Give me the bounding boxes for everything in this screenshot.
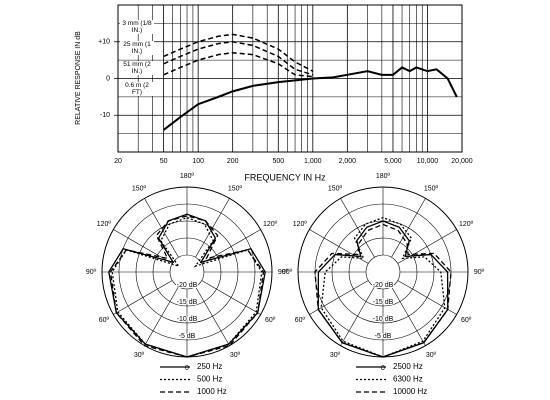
grid-spoke <box>144 198 179 258</box>
angle-label: 180º <box>180 173 195 180</box>
angle-label: 60º <box>461 317 472 324</box>
polar-curve <box>320 216 446 358</box>
x-tick-label: 20 <box>114 158 122 165</box>
x-tick-label: 100 <box>192 158 204 165</box>
grid-spoke <box>113 280 173 315</box>
grid-spoke <box>195 286 230 346</box>
grid-spoke <box>391 198 426 258</box>
x-tick-label: 5,000 <box>384 158 402 165</box>
response-curve <box>163 52 313 78</box>
x-tick-label: 2,000 <box>339 158 357 165</box>
ring-label: -10 dB <box>373 316 394 323</box>
angle-label: 0 <box>381 365 385 372</box>
ring-label: -20 dB <box>177 282 198 289</box>
grid-spoke <box>397 280 457 315</box>
angle-label: 60º <box>99 317 110 324</box>
grid-spoke <box>340 198 375 258</box>
polar-curve <box>314 223 452 358</box>
angle-label: 30º <box>426 352 437 359</box>
grid-spoke <box>340 286 375 346</box>
angle-label: 150º <box>424 186 439 193</box>
legend-label: 6300 Hz <box>393 375 423 384</box>
x-tick-label: 500 <box>272 158 284 165</box>
angle-label: 90º <box>86 269 97 276</box>
angle-label: 0 <box>185 365 189 372</box>
curve-label: 3 mm (1/8 IN.) <box>120 20 154 34</box>
ring-label: -15 dB <box>373 299 394 306</box>
x-axis-title: FREQUENCY IN Hz <box>244 172 326 182</box>
angle-label: 150º <box>132 186 147 193</box>
curve-label: 25 mm (1 IN.) <box>120 41 154 55</box>
polar-curve <box>108 213 266 358</box>
curve-label: 0.6 m (2 FT) <box>120 82 154 96</box>
angle-label: 150º <box>328 186 343 193</box>
x-tick-label: 200 <box>227 158 239 165</box>
ring-label: -5 dB <box>179 333 196 340</box>
angle-label: 60º <box>295 317 306 324</box>
y-tick-label: +10 <box>98 39 110 46</box>
ring-label: -5 dB <box>375 333 392 340</box>
legend-label: 250 Hz <box>197 362 222 371</box>
grid-spoke <box>309 280 369 315</box>
ring-label: -15 dB <box>177 299 198 306</box>
angle-label: 60º <box>265 317 276 324</box>
x-tick-label: 20,000 <box>451 158 473 165</box>
angle-label: 120º <box>293 221 308 228</box>
grid-spoke <box>391 286 426 346</box>
legend-label: 2500 Hz <box>393 362 423 371</box>
response-curve <box>163 66 458 131</box>
x-tick-label: 50 <box>160 158 168 165</box>
curve-label: 51 mm (2 IN.) <box>120 61 154 75</box>
polar-curve <box>109 215 265 358</box>
angle-label: 30º <box>134 352 145 359</box>
angle-label: 90º <box>474 269 485 276</box>
angle-label: 120º <box>263 221 278 228</box>
angle-label: 180º <box>376 173 391 180</box>
y-tick-label: 0 <box>106 75 110 82</box>
angle-label: 150º <box>228 186 243 193</box>
angle-label: 90º <box>282 269 293 276</box>
grid-spoke <box>309 229 369 264</box>
angle-label: 120º <box>459 221 474 228</box>
response-curve <box>163 33 314 72</box>
y-axis-title: RELATIVE RESPONSE IN dB <box>75 31 82 125</box>
angle-label: 30º <box>330 352 341 359</box>
angle-label: 30º <box>230 352 241 359</box>
ring-label: -20 dB <box>373 282 394 289</box>
angle-label: 90º <box>278 269 289 276</box>
polar-curve <box>317 220 449 358</box>
ring-label: -10 dB <box>177 316 198 323</box>
grid-spoke <box>144 286 179 346</box>
y-tick-label: -10 <box>100 112 110 119</box>
polar-curve <box>111 216 263 358</box>
legend-label: 1000 Hz <box>197 387 227 396</box>
response-curve <box>163 40 314 76</box>
grid-spoke <box>195 198 230 258</box>
angle-label: 120º <box>97 221 112 228</box>
legend-label: 10000 Hz <box>393 387 427 396</box>
grid-spoke <box>201 280 261 315</box>
x-tick-label: 1,000 <box>304 158 322 165</box>
legend-label: 500 Hz <box>197 375 222 384</box>
x-tick-label: 10,000 <box>417 158 439 165</box>
